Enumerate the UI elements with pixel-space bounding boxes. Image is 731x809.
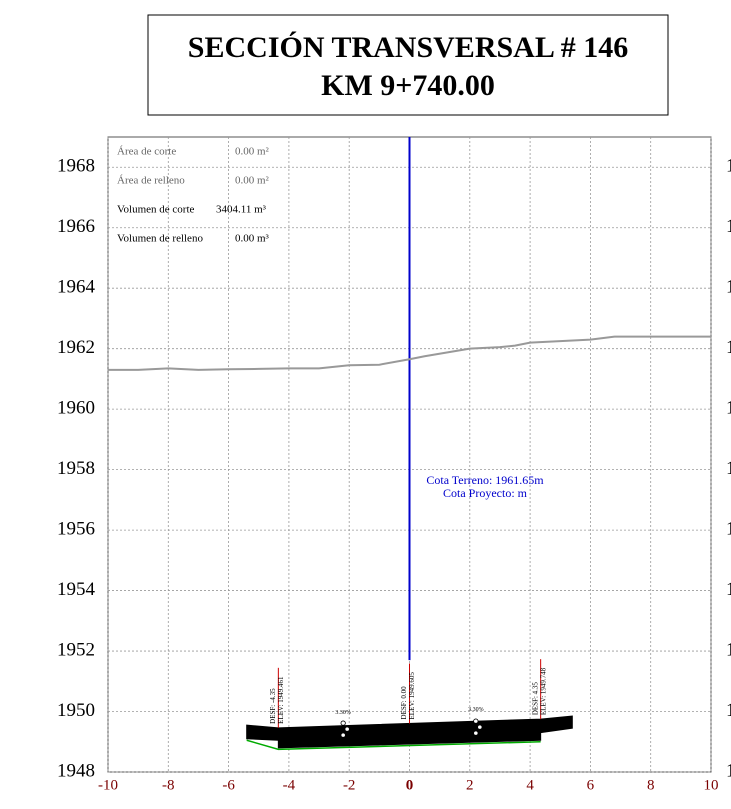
info-value: 0.00 m³ [235,233,270,245]
info-value: 0.00 m² [235,146,270,158]
y2-tick-label: 1954 [726,579,731,600]
station-desf: DESF: -4.35 [269,688,277,724]
x-tick-label: 6 [587,777,595,793]
station-elev: ELEV: 1949.605 [408,672,416,720]
y2-tick-label: 1952 [726,639,731,660]
y2-tick-label: 1966 [726,216,731,237]
slope-marker [473,718,479,724]
station-elev: ELEV: 1949.748 [539,667,547,715]
y-tick-label: 1964 [57,277,96,298]
info-label: Volumen de relleno [117,233,203,245]
station-desf: DESF: 4.35 [531,682,539,716]
x-tick-label: 2 [466,777,474,793]
y2-tick-label: 1960 [726,398,731,419]
y-tick-label: 1968 [57,156,95,177]
y-tick-label: 1954 [57,579,96,600]
annotation: Cota Terreno: 1961.65m [426,473,544,487]
slope-label: 3.30% [468,707,484,713]
x-tick-label: -8 [162,777,175,793]
y2-tick-label: 1964 [726,277,731,298]
y-tick-label: 1948 [57,760,95,781]
slope-label: 3.30% [335,710,351,716]
info-label: Área de corte [117,146,176,158]
info-label: Volumen de corte [117,204,195,216]
x-tick-label: 8 [647,777,655,793]
x-tick-label: -6 [222,777,235,793]
slope-marker [344,726,350,732]
y-tick-label: 1956 [57,518,95,539]
x-tick-label: -2 [343,777,356,793]
info-value: 0.00 m² [235,175,270,187]
y2-tick-label: 1956 [726,518,731,539]
x-tick-label: -10 [98,777,118,793]
y-tick-label: 1952 [57,639,95,660]
annotation: Cota Proyecto: m [443,486,528,500]
road-section [246,715,573,749]
y2-tick-label: 1948 [726,760,731,781]
y-tick-label: 1950 [57,700,95,721]
slope-marker [477,724,483,730]
info-label: Área de relleno [117,175,185,187]
y-tick-label: 1966 [57,216,95,237]
x-tick-label: -4 [283,777,296,793]
y2-tick-label: 1958 [726,458,731,479]
y2-tick-label: 1962 [726,337,731,358]
y2-tick-label: 1968 [726,156,731,177]
title-box [147,14,669,116]
slope-marker [340,720,346,726]
info-value: 3404.11 m³ [216,204,267,216]
chart-title: SECCIÓN TRANSVERSAL # 146 [188,31,628,64]
y2-tick-label: 1950 [726,700,731,721]
subgrade-line [246,739,541,751]
x-tick-label: 10 [704,777,719,793]
x-tick-label: 0 [406,777,414,793]
slope-marker [473,730,479,736]
station-elev: ELEV: 1949.461 [277,676,285,724]
y-tick-label: 1962 [57,337,95,358]
x-tick-label: 4 [526,777,534,793]
terrain-line [108,335,711,371]
y-tick-label: 1960 [57,398,95,419]
slope-marker [340,732,346,738]
y-tick-label: 1958 [57,458,95,479]
chart-subtitle: KM 9+740.00 [321,69,495,102]
station-desf: DESF: 0.00 [400,686,408,720]
